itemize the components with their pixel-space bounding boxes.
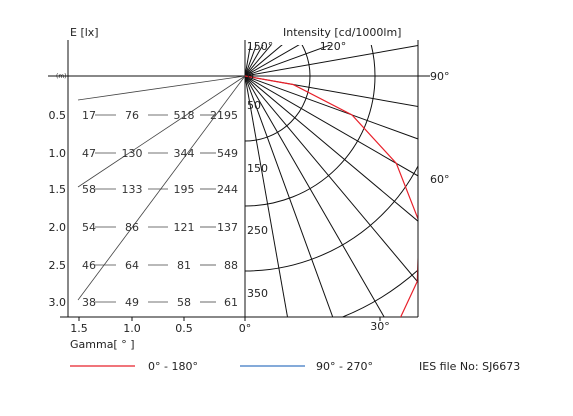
x-tick-label: 1.5 [70, 322, 88, 335]
table-row-label: 2.0 [49, 221, 67, 234]
table-cell: 49 [125, 296, 139, 309]
polar-spoke [245, 75, 289, 317]
beam-guide-line [77, 75, 246, 101]
radial-label: 250 [247, 224, 268, 237]
ies-file-label: IES file No: SJ6673 [419, 360, 520, 373]
table-row-label: 1.0 [49, 147, 67, 160]
polar-title: Intensity [cd/1000lm] [283, 26, 401, 39]
angle-label: 90° [430, 70, 450, 83]
polar-spoke [245, 75, 385, 317]
radial-label: 150 [247, 162, 268, 175]
table-row-label: 0.5 [49, 109, 67, 122]
table-cell: 133 [122, 183, 143, 196]
polar-spoke [245, 45, 418, 77]
table-cell: 54 [82, 221, 96, 234]
table-cell: 81 [177, 259, 191, 272]
intensity-curve-0-180 [245, 75, 418, 317]
table-cell: 137 [217, 221, 238, 234]
x-tick-label: 0.5 [175, 322, 193, 335]
table-cell: 121 [174, 221, 195, 234]
table-guide-lines [77, 75, 246, 303]
legend-label-0-180: 0° - 180° [148, 360, 198, 373]
table-unit-label: (m) [56, 73, 67, 80]
table-cell: 58 [82, 183, 96, 196]
table-cell: 61 [224, 296, 238, 309]
legend-label-90-270: 90° - 270° [316, 360, 373, 373]
table-cell: 76 [125, 109, 139, 122]
x-tick-label: 1.0 [123, 322, 141, 335]
table-cell: 86 [125, 221, 139, 234]
x-tick-label: 0° [239, 322, 252, 335]
table-cell: 549 [217, 147, 238, 160]
polar-grid [245, 45, 418, 317]
polar-labels: 0 50 150 250 350 150° 120° 90° 60° 30° [247, 40, 450, 333]
angle-label: 120° [320, 40, 347, 53]
table-cell: 38 [82, 296, 96, 309]
beam-guide-line [77, 75, 246, 301]
table-cell: 47 [82, 147, 96, 160]
polar-spoke [245, 75, 418, 222]
polar-spoke [245, 45, 300, 77]
table-x-ticks: 1.5 1.0 0.5 0° [70, 317, 251, 335]
angle-label: 60° [430, 173, 450, 186]
polar-spoke [245, 45, 332, 77]
table-row-label: 1.5 [49, 183, 67, 196]
table-cell: 195 [174, 183, 195, 196]
radial-label: 350 [247, 287, 268, 300]
polar-spoke [245, 75, 334, 317]
polar-spoke [245, 75, 418, 108]
radial-label: 50 [247, 99, 261, 112]
table-cell: 46 [82, 259, 96, 272]
table-cell: 17 [82, 109, 96, 122]
table-cell: 58 [177, 296, 191, 309]
angle-label: 150° [247, 40, 274, 53]
table-cell: 64 [125, 259, 139, 272]
polar-spoke [245, 75, 418, 177]
table-row-label: 3.0 [49, 296, 67, 309]
table-cell: 2195 [210, 109, 238, 122]
table-cell: 518 [174, 109, 195, 122]
table-ylabel: E [lx] [70, 26, 99, 39]
table-cell: 130 [122, 147, 143, 160]
table-cell: 344 [174, 147, 195, 160]
table-cells: 0.5 17 76 518 2195 1.0 47 130 344 549 1.5 58 133 195 2… [49, 109, 239, 309]
table-cell: 244 [217, 183, 238, 196]
polar-spoke [245, 75, 418, 283]
beam-guide-line [77, 75, 246, 188]
table-row-label: 2.5 [49, 259, 67, 272]
radial-label: 0 [247, 70, 254, 83]
table-xlabel: Gamma[ ° ] [70, 338, 135, 351]
table-cell: 88 [224, 259, 238, 272]
polar-spoke [245, 75, 418, 140]
angle-label: 30° [370, 320, 390, 333]
